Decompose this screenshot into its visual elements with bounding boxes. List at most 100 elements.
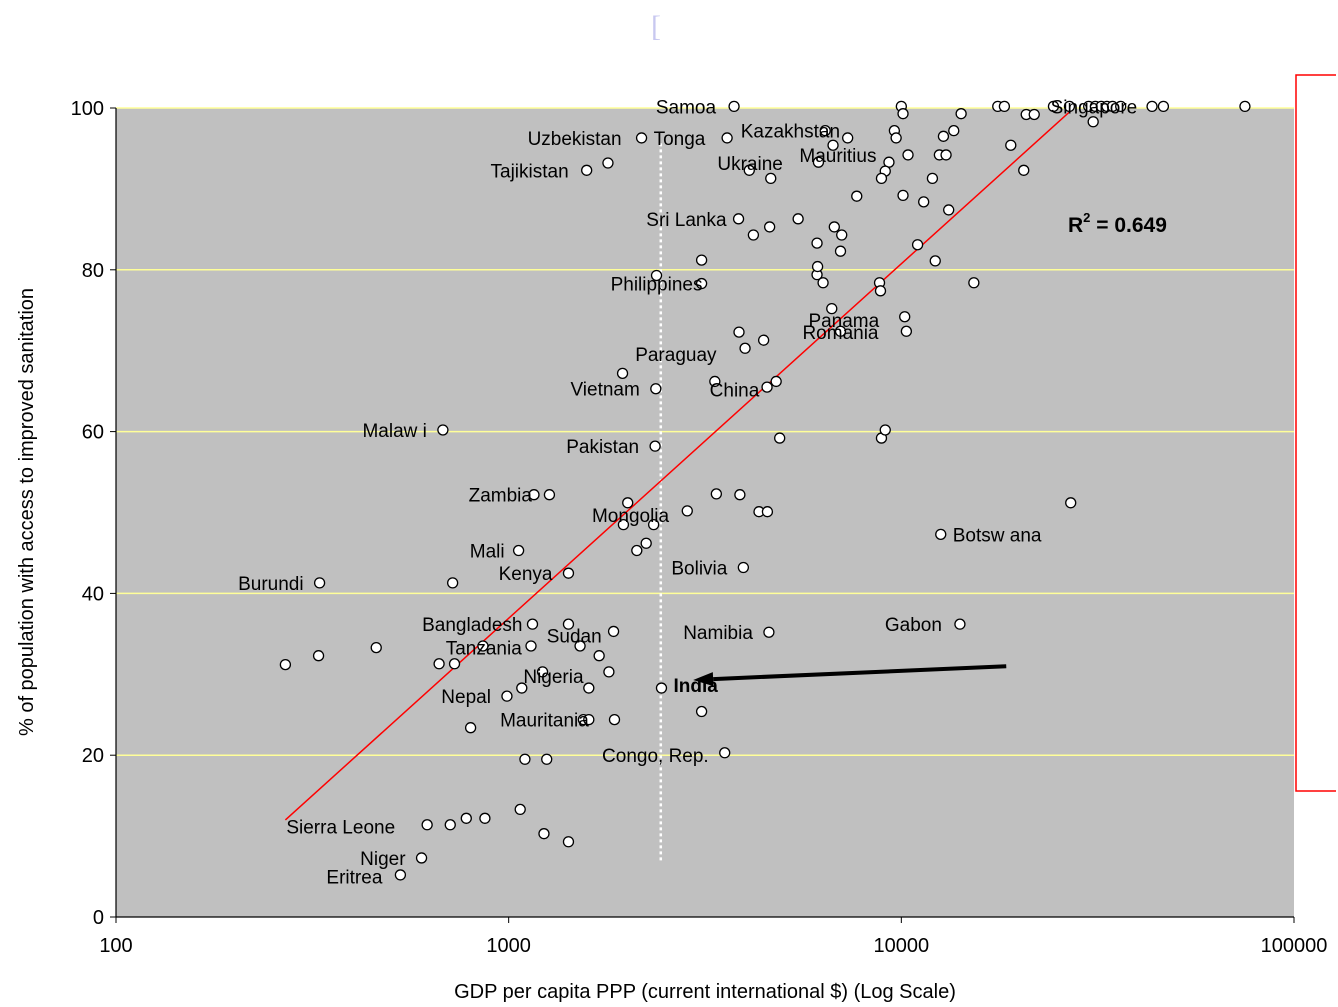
data-point (460, 812, 472, 824)
data-point (817, 277, 829, 289)
data-point (763, 221, 776, 233)
data-point (516, 682, 528, 694)
point-label: Philippines (611, 275, 703, 296)
data-point (998, 100, 1011, 113)
point-label: Malaw i (362, 421, 426, 442)
data-point (655, 682, 668, 694)
point-label: Kazakhstan (741, 122, 840, 143)
data-point (940, 149, 952, 161)
data-point (541, 753, 553, 765)
data-point (437, 424, 449, 436)
point-label: Samoa (656, 97, 717, 118)
data-point (650, 269, 663, 282)
data-point (602, 157, 614, 169)
x-axis-title: GDP per capita PPP (current internationa… (454, 981, 956, 1003)
data-point (650, 383, 662, 395)
data-point (874, 285, 887, 297)
data-point (543, 489, 556, 501)
data-point (900, 325, 913, 337)
point-label: Niger (360, 849, 406, 870)
data-point (765, 172, 777, 185)
data-point (647, 518, 660, 531)
data-point (695, 277, 708, 290)
data-point (528, 489, 540, 501)
data-point (538, 828, 550, 840)
data-point (562, 836, 575, 848)
data-point (1087, 116, 1099, 128)
data-point (616, 367, 629, 380)
data-point (1065, 497, 1077, 509)
data-point (834, 245, 847, 257)
data-point (562, 567, 575, 579)
plot-area (116, 108, 1294, 917)
data-point (851, 190, 863, 202)
point-label: Tajikistan (491, 161, 569, 182)
data-point (1005, 139, 1017, 151)
data-point (792, 213, 804, 225)
point-label: Romania (802, 323, 878, 344)
point-label: Mauritania (500, 711, 589, 732)
data-point (721, 132, 733, 144)
top-marker-glyph: [ (651, 10, 661, 43)
data-point (695, 705, 708, 718)
r-squared-label: R2 = 0.649 (1068, 210, 1167, 237)
point-label: Panama (808, 311, 879, 332)
data-point (774, 432, 786, 444)
data-point (1047, 100, 1060, 113)
point-label: Botsw ana (953, 525, 1042, 546)
data-point (519, 753, 531, 765)
x-tick-label: 1000 (486, 935, 531, 957)
y-tick-label: 60 (82, 422, 104, 444)
data-point (733, 326, 745, 338)
data-point (943, 204, 955, 216)
x-tick-label: 10000 (874, 935, 930, 957)
data-point (709, 375, 721, 388)
annotation-box (1295, 74, 1336, 792)
data-point (617, 518, 630, 531)
arrow-shaft (713, 664, 1007, 682)
data-point (279, 658, 292, 671)
data-point (728, 100, 740, 113)
y-tick-labels: 0 20 40 60 80 100 (71, 98, 104, 929)
data-point (1018, 164, 1030, 176)
data-point (890, 132, 902, 144)
data-point (811, 237, 823, 249)
y-tick-label: 40 (82, 583, 104, 605)
point-label: Eritrea (326, 868, 382, 889)
data-point (574, 640, 586, 652)
point-label: Sri Lanka (646, 210, 727, 231)
axes (110, 107, 1295, 923)
data-point (879, 424, 891, 436)
data-point (761, 381, 773, 393)
data-point (603, 666, 615, 678)
data-point (501, 690, 513, 702)
point-label: Burundi (238, 574, 304, 595)
data-point (834, 325, 847, 337)
data-point (1115, 100, 1127, 113)
point-label: Paraguay (635, 345, 717, 366)
data-point (583, 682, 595, 694)
point-label: Nepal (441, 687, 491, 708)
point-label: Vietnam (570, 380, 639, 401)
data-point (444, 819, 456, 831)
data-point (761, 506, 774, 518)
data-point (770, 375, 782, 388)
data-point (421, 819, 433, 831)
data-point (448, 658, 461, 670)
data-point (1239, 100, 1251, 113)
point-label: Nigeria (523, 667, 584, 688)
y-tick-label: 100 (71, 98, 104, 120)
y-tick-label: 0 (93, 907, 104, 929)
point-label: Uzbekistan (528, 129, 622, 150)
data-point (918, 196, 930, 208)
point-label: Gabon (885, 615, 942, 636)
point-label: Bangladesh (422, 615, 522, 636)
point-label: Sudan (547, 626, 602, 647)
point-label: Mauritius (799, 146, 876, 167)
data-point (954, 618, 966, 630)
data-point (477, 640, 489, 652)
point-label: Bolivia (671, 559, 727, 580)
data-point (902, 149, 914, 161)
x-tick-label: 100000 (1261, 935, 1328, 957)
